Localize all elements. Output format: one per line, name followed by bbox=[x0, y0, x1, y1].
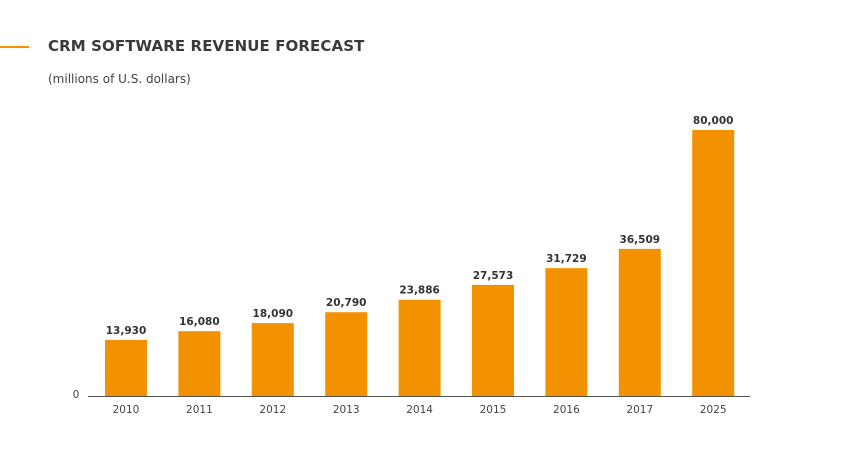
x-tick-label: 2017 bbox=[626, 404, 653, 416]
data-label: 23,886 bbox=[399, 285, 440, 297]
bar-2013 bbox=[325, 312, 368, 396]
data-label: 31,729 bbox=[546, 253, 587, 265]
title-accent-line bbox=[0, 46, 29, 48]
data-label: 20,790 bbox=[326, 297, 367, 309]
bar-2014 bbox=[398, 299, 441, 396]
bar-2016 bbox=[545, 268, 588, 396]
bar-2015 bbox=[472, 284, 514, 396]
x-tick-label: 2025 bbox=[700, 404, 727, 416]
x-tick-label: 2011 bbox=[186, 404, 213, 416]
bar-2011 bbox=[178, 331, 221, 396]
x-tick-label: 2010 bbox=[113, 404, 140, 416]
chart-title: CRM SOFTWARE REVENUE FORECAST bbox=[48, 37, 365, 55]
data-label: 27,573 bbox=[473, 270, 514, 282]
data-label: 18,090 bbox=[253, 308, 294, 320]
data-label: 80,000 bbox=[693, 115, 734, 127]
data-label: 13,930 bbox=[106, 325, 147, 337]
x-tick-label: 2014 bbox=[406, 404, 433, 416]
chart-subtitle: (millions of U.S. dollars) bbox=[48, 72, 191, 86]
y-tick-label: 0 bbox=[73, 389, 80, 401]
x-tick-label: 2012 bbox=[259, 404, 286, 416]
bar-2017 bbox=[618, 248, 661, 396]
x-tick-label: 2013 bbox=[333, 404, 360, 416]
x-tick-label: 2016 bbox=[553, 404, 580, 416]
bar-2010 bbox=[105, 339, 147, 396]
bar-2012 bbox=[251, 323, 294, 396]
data-label: 16,080 bbox=[179, 316, 220, 328]
data-label: 36,509 bbox=[620, 234, 661, 246]
x-tick-label: 2015 bbox=[480, 404, 507, 416]
bar-2025 bbox=[692, 130, 735, 396]
